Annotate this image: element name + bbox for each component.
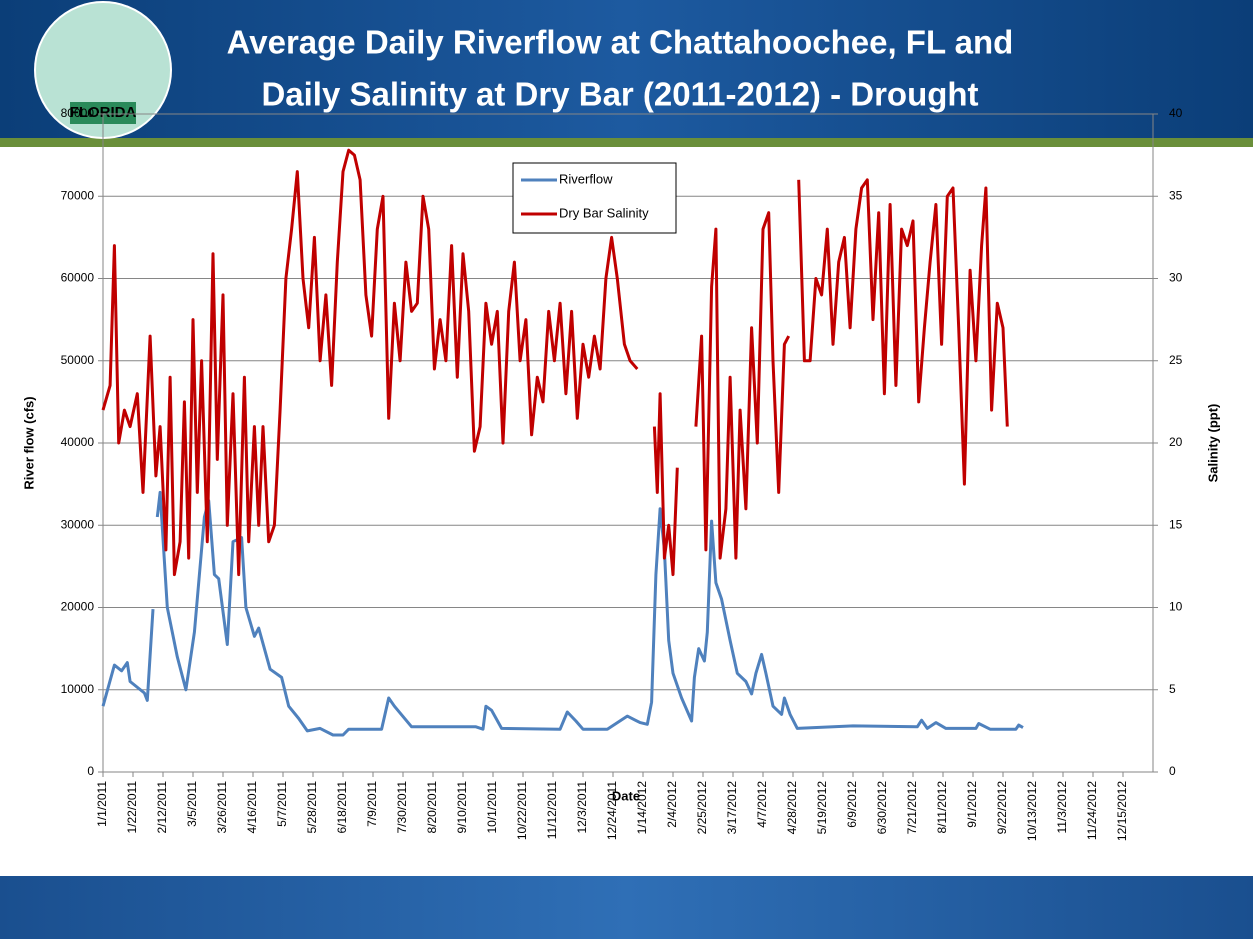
y2-tick-label: 5 [1169, 682, 1176, 696]
legend-label: Dry Bar Salinity [559, 205, 649, 220]
y-tick-label: 80000 [61, 106, 95, 120]
y2-tick-label: 10 [1169, 600, 1183, 614]
x-tick-label: 5/7/2011 [275, 781, 289, 827]
y2-tick-label: 30 [1169, 271, 1183, 285]
x-tick-label: 6/18/2011 [335, 781, 349, 834]
x-tick-label: 5/28/2011 [305, 781, 319, 834]
x-tick-label: 6/30/2012 [875, 781, 889, 835]
x-tick-label: 11/3/2012 [1055, 781, 1069, 834]
x-tick-label: 8/11/2012 [935, 781, 949, 834]
y-tick-label: 20000 [61, 600, 95, 614]
footer-band [0, 876, 1253, 939]
header-band [0, 0, 1253, 138]
x-tick-label: 2/4/2012 [665, 781, 679, 828]
x-tick-label: 10/22/2011 [515, 781, 529, 840]
x-tick-label: 11/24/2012 [1085, 781, 1099, 840]
x-tick-label: 9/1/2012 [965, 781, 979, 828]
logo-banner [70, 102, 136, 124]
series-line [101, 490, 1024, 737]
y-tick-label: 30000 [61, 517, 95, 531]
x-tick-label: 1/14/2012 [635, 781, 649, 835]
y2-tick-label: 20 [1169, 435, 1183, 449]
y-tick-label: 10000 [61, 682, 95, 696]
y-tick-label: 60000 [61, 271, 95, 285]
chart-title: Average Daily Riverflow at Chattahoochee… [227, 24, 1014, 61]
logo-text: FLORIDA [70, 104, 137, 121]
x-tick-label: 3/26/2011 [215, 781, 229, 834]
y2-tick-label: 0 [1169, 764, 1176, 778]
y2-axis-label: Salinity (ppt) [1205, 404, 1220, 483]
x-tick-label: 9/10/2011 [455, 781, 469, 834]
legend-box [512, 162, 677, 234]
x-tick-label: 11/12/2011 [545, 781, 559, 840]
x-tick-label: 2/12/2011 [155, 781, 169, 834]
x-tick-label: 6/9/2012 [845, 781, 859, 828]
x-tick-label: 12/15/2012 [1115, 781, 1129, 841]
x-tick-label: 1/1/2011 [95, 781, 109, 827]
x-tick-label: 7/30/2011 [395, 781, 409, 834]
y-tick-label: 50000 [61, 353, 95, 367]
x-tick-label: 9/22/2012 [995, 781, 1009, 835]
x-tick-label: 5/19/2012 [815, 781, 829, 835]
x-tick-label: 3/17/2012 [725, 781, 739, 835]
y2-tick-label: 35 [1169, 188, 1183, 202]
x-tick-label: 12/3/2011 [575, 781, 589, 834]
y-axis-label: River flow (cfs) [21, 396, 36, 489]
x-tick-label: 4/7/2012 [755, 781, 769, 828]
x-axis-label: Date [612, 788, 640, 803]
x-tick-label: 2/25/2012 [695, 781, 709, 835]
y2-tick-label: 25 [1169, 353, 1183, 367]
x-tick-label: 10/1/2011 [485, 781, 499, 834]
legend-label: Riverflow [559, 171, 613, 186]
y2-tick-label: 15 [1169, 517, 1183, 531]
x-tick-label: 10/13/2012 [1025, 781, 1039, 841]
x-tick-label: 3/5/2011 [185, 781, 199, 827]
series-line [101, 148, 1009, 577]
x-tick-label: 4/28/2012 [785, 781, 799, 835]
x-tick-label: 4/16/2011 [245, 781, 259, 834]
y-tick-label: 70000 [61, 188, 95, 202]
y-tick-label: 0 [87, 764, 94, 778]
x-tick-label: 7/9/2011 [365, 781, 379, 827]
x-tick-label: 7/21/2012 [905, 781, 919, 835]
x-tick-label: 1/22/2011 [125, 781, 139, 834]
x-tick-label: 12/24/2011 [605, 781, 619, 840]
logo: FLORIDA [34, 1, 172, 139]
y-tick-label: 40000 [61, 435, 95, 449]
x-tick-label: 8/20/2011 [425, 781, 439, 834]
chart-title: Daily Salinity at Dry Bar (2011-2012) - … [261, 76, 978, 113]
header-stripe [0, 138, 1253, 147]
y2-tick-label: 40 [1169, 106, 1183, 120]
